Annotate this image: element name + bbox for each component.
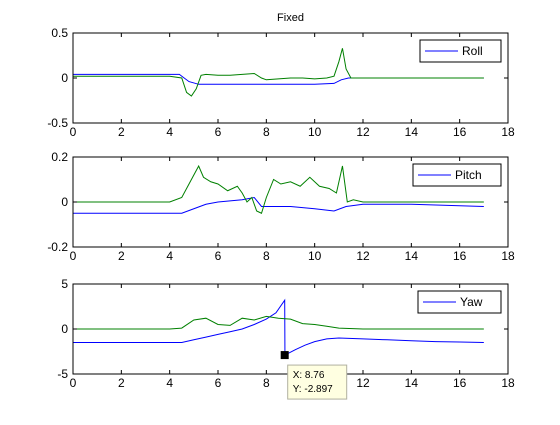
x-tick-label: 2	[118, 376, 125, 390]
legend-label: Pitch	[455, 168, 482, 182]
y-tick-label: 0.2	[51, 150, 68, 164]
x-tick-label: 14	[405, 376, 419, 390]
x-tick-label: 0	[70, 376, 77, 390]
x-tick-label: 6	[215, 376, 222, 390]
x-tick-label: 4	[166, 376, 173, 390]
y-tick-label: 0	[61, 71, 68, 85]
x-tick-label: 8	[263, 376, 270, 390]
y-tick-label: -0.5	[47, 116, 68, 130]
y-tick-label: 5	[61, 277, 68, 291]
figure-title: Fixed	[277, 12, 304, 24]
y-tick-label: 0.5	[51, 26, 68, 40]
x-tick-label: 6	[215, 249, 222, 263]
legend[interactable]: Pitch	[413, 164, 501, 186]
x-tick-label: 4	[166, 125, 173, 139]
x-tick-label: 2	[118, 249, 125, 263]
x-tick-label: 12	[356, 376, 370, 390]
y-tick-label: 0	[61, 195, 68, 209]
x-tick-label: 16	[453, 376, 467, 390]
x-tick-label: 18	[501, 125, 515, 139]
x-tick-label: 0	[70, 125, 77, 139]
datatip-y-label: Y: -2.897	[293, 384, 333, 395]
y-tick-label: -5	[57, 367, 68, 381]
legend-label: Yaw	[460, 295, 483, 309]
x-tick-label: 16	[453, 249, 467, 263]
x-tick-label: 14	[405, 125, 419, 139]
x-tick-label: 18	[501, 249, 515, 263]
y-tick-label: -0.2	[47, 240, 68, 254]
datatip-x-label: X: 8.76	[293, 370, 325, 381]
legend[interactable]: Roll	[420, 40, 501, 62]
x-tick-label: 8	[263, 249, 270, 263]
x-tick-label: 8	[263, 125, 270, 139]
x-tick-label: 12	[356, 249, 370, 263]
x-tick-label: 0	[70, 249, 77, 263]
x-tick-label: 2	[118, 125, 125, 139]
datatip-marker[interactable]	[281, 351, 289, 359]
x-tick-label: 6	[215, 125, 222, 139]
x-tick-label: 14	[405, 249, 419, 263]
x-tick-label: 10	[308, 125, 322, 139]
x-tick-label: 4	[166, 249, 173, 263]
legend-label: Roll	[462, 44, 483, 58]
x-tick-label: 12	[356, 125, 370, 139]
x-tick-label: 10	[308, 249, 322, 263]
y-tick-label: 0	[61, 322, 68, 336]
legend[interactable]: Yaw	[418, 291, 501, 313]
x-tick-label: 18	[501, 376, 515, 390]
x-tick-label: 16	[453, 125, 467, 139]
